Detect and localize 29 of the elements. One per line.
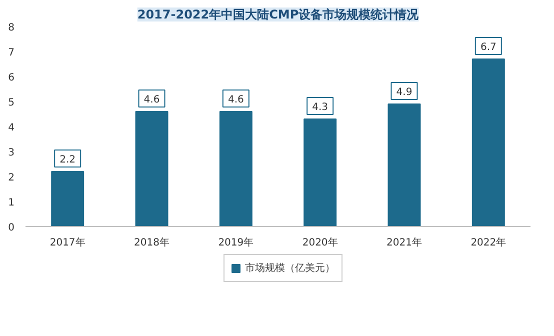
bar [472,58,505,226]
x-tick-label: 2019年 [218,236,254,248]
x-tick-label: 2022年 [470,236,506,248]
data-label: 4.6 [228,94,244,106]
y-tick-label: 1 [8,198,15,208]
y-tick-label: 7 [8,48,15,58]
bar [219,111,252,226]
y-tick-label: 5 [8,98,15,108]
y-tick-label: 3 [8,148,15,158]
legend-label: 市场规模（亿美元） [245,262,335,275]
bar [135,111,168,226]
y-tick-label: 4 [8,122,15,134]
y-tick-label: 2 [8,172,15,184]
data-label: 6.7 [480,42,496,53]
x-tick-label: 2017年 [50,236,86,248]
x-tick-label: 2018年 [134,236,170,248]
bar [304,118,337,226]
chart-title: 2017-2022年中国大陆CMP设备市场规模统计情况 [137,8,420,22]
bar [388,104,421,226]
y-tick-label: 0 [8,222,15,234]
y-tick-label: 8 [8,22,15,34]
x-tick-label: 2021年 [386,236,422,248]
bar [51,171,84,226]
data-label: 4.3 [312,102,328,113]
x-tick-label: 2020年 [302,236,338,248]
data-label: 4.6 [144,94,160,106]
data-label: 2.2 [60,154,76,166]
y-tick-label: 6 [8,72,15,84]
data-label: 4.9 [396,87,412,98]
